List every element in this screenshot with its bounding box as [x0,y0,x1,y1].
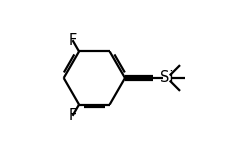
Text: F: F [68,33,77,48]
Text: Si: Si [160,71,174,85]
Text: F: F [68,108,77,123]
